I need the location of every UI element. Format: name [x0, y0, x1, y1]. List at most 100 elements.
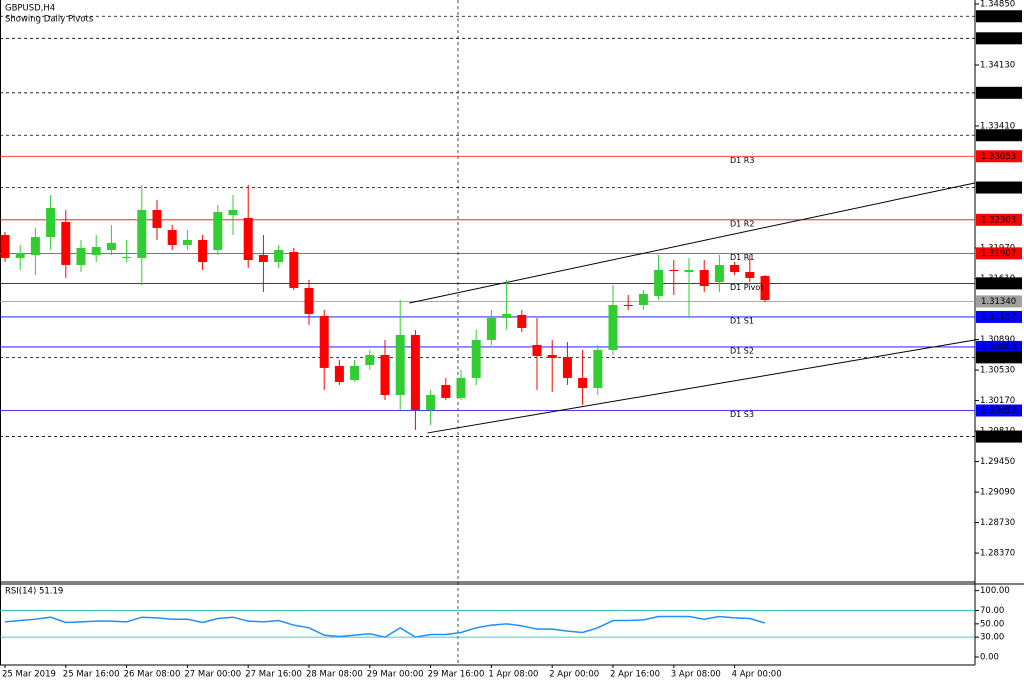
candle-body	[578, 377, 588, 388]
candle-body	[730, 264, 740, 273]
price-box-label: 1.30680	[981, 353, 1016, 363]
price-box-label: 1.29745	[981, 432, 1016, 442]
candle-body	[304, 287, 314, 314]
price-box-label: 1.31157	[981, 312, 1016, 322]
price-box-label: 1.32684	[981, 183, 1016, 193]
x-tick-label: 29 Mar 16:00	[428, 670, 485, 680]
candle-body	[365, 354, 375, 365]
candle-body	[456, 377, 466, 398]
y-tick-label: 50.00	[980, 619, 1004, 629]
candle-body	[547, 354, 557, 358]
candle-body	[654, 269, 664, 296]
price-box-label: 1.34705	[981, 12, 1016, 22]
rsi-title: RSI(14) 51.19	[5, 587, 63, 597]
candle-body	[699, 269, 709, 287]
price-box	[976, 181, 1022, 194]
candle-body	[684, 269, 694, 273]
y-tick-label: 1.28370	[980, 549, 1015, 559]
x-tick-label: 29 Mar 00:00	[367, 670, 424, 680]
candle-body	[167, 229, 177, 245]
candle-body	[517, 314, 527, 328]
candle-body	[745, 272, 755, 278]
candle-body	[243, 217, 253, 260]
y-tick-label: 30.00	[980, 633, 1004, 643]
y-tick-label: 1.34850	[980, 0, 1015, 9]
candle-body	[593, 349, 603, 388]
y-tick-label: 0.00	[980, 653, 999, 663]
candle-body	[502, 313, 512, 318]
candle-body	[380, 354, 390, 395]
price-box-label: 1.33802	[981, 88, 1016, 98]
candle-body	[638, 293, 648, 305]
trendline	[427, 339, 975, 434]
candle-body	[319, 315, 329, 368]
y-tick-label: 1.34130	[980, 60, 1015, 70]
candle-body	[714, 264, 724, 283]
price-box	[976, 32, 1022, 45]
y-tick-label: 70.00	[980, 606, 1004, 616]
level-label: D1 S1	[730, 316, 754, 325]
candle-body	[350, 365, 360, 380]
price-box	[976, 213, 1022, 226]
candle-body	[152, 209, 162, 228]
candle-body	[486, 317, 496, 340]
level-label: D1 S2	[730, 346, 754, 355]
candle-body	[198, 239, 208, 263]
candle-body	[213, 212, 223, 250]
y-tick-label: 1.29090	[980, 488, 1015, 498]
y-tick-label: 1.30170	[980, 396, 1015, 406]
x-tick-label: 2 Apr 16:00	[610, 670, 660, 680]
level-label: D1 Pivot	[730, 283, 763, 292]
rsi-line	[4, 615, 766, 638]
candle-body	[46, 207, 56, 238]
x-tick-label: 28 Mar 08:00	[306, 670, 363, 680]
candle-body	[334, 365, 344, 383]
candle-body	[274, 249, 284, 263]
candle-body	[258, 254, 268, 263]
candle-body	[532, 344, 542, 356]
candle-body	[441, 384, 451, 398]
candle-body	[623, 304, 633, 306]
x-tick-label: 25 Mar 2019	[2, 670, 56, 680]
candle-body	[122, 256, 132, 258]
price-box	[976, 295, 1022, 308]
price-box	[976, 86, 1022, 99]
price-box	[976, 150, 1022, 163]
candle-body	[30, 237, 40, 255]
price-box	[976, 10, 1022, 23]
price-box-label: 1.34445	[981, 34, 1016, 44]
price-box-label: 1.31340	[981, 297, 1016, 307]
plot-area	[0, 15, 975, 437]
level-label: D1 R3	[730, 156, 754, 165]
price-box-label: 1.32303	[981, 215, 1016, 225]
candle-body	[608, 304, 618, 350]
candle-body	[760, 276, 770, 300]
price-box	[976, 310, 1022, 323]
x-tick-label: 26 Mar 08:00	[124, 670, 181, 680]
price-box-label: 1.33301	[981, 131, 1016, 141]
level-label: D1 R1	[730, 253, 754, 262]
candle-body	[182, 239, 192, 245]
candle-body	[426, 394, 436, 410]
x-tick-label: 4 Apr 00:00	[732, 670, 782, 680]
candle-body	[0, 234, 10, 258]
chart-title: GBPUSD,H4	[5, 4, 55, 14]
price-box	[976, 404, 1022, 417]
x-tick-label: 27 Mar 00:00	[184, 670, 241, 680]
price-box	[976, 277, 1022, 290]
x-tick-label: 25 Mar 16:00	[63, 670, 120, 680]
price-box	[976, 351, 1022, 364]
price-box-label: 1.33053	[981, 152, 1016, 162]
y-tick-label: 1.30530	[980, 366, 1015, 376]
candle-body	[137, 209, 147, 258]
candle-body	[289, 252, 299, 288]
level-label: D1 R2	[730, 219, 754, 228]
candle-body	[91, 247, 101, 255]
y-tick-label: 1.29450	[980, 457, 1015, 467]
x-tick-label: 3 Apr 08:00	[671, 670, 721, 680]
candle-body	[395, 334, 405, 395]
price-box	[976, 129, 1022, 142]
price-box	[976, 430, 1022, 443]
